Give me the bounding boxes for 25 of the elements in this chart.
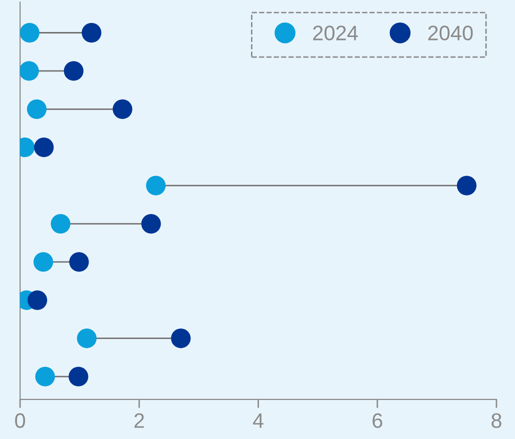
point xyxy=(20,61,39,81)
point xyxy=(35,366,55,386)
x-tick-label: 4 xyxy=(252,413,264,428)
point xyxy=(20,22,40,43)
x-tick-label: 6 xyxy=(372,413,382,428)
point xyxy=(456,176,477,196)
point xyxy=(146,176,166,196)
point xyxy=(28,290,48,310)
x-tick-label: 8 xyxy=(492,413,502,428)
point xyxy=(171,328,191,348)
point xyxy=(82,22,102,43)
legend-label: 2024 xyxy=(313,26,358,40)
point xyxy=(112,99,132,119)
point xyxy=(69,252,89,272)
x-tick-label: 0 xyxy=(15,413,26,428)
point xyxy=(76,328,97,348)
point xyxy=(141,214,161,234)
point xyxy=(50,214,70,234)
point xyxy=(26,99,47,119)
point xyxy=(34,138,54,158)
point xyxy=(33,252,54,272)
x-tick-label: 2 xyxy=(134,413,144,428)
legend-label: 2040 xyxy=(428,26,473,40)
point xyxy=(68,366,88,386)
point xyxy=(64,61,84,81)
